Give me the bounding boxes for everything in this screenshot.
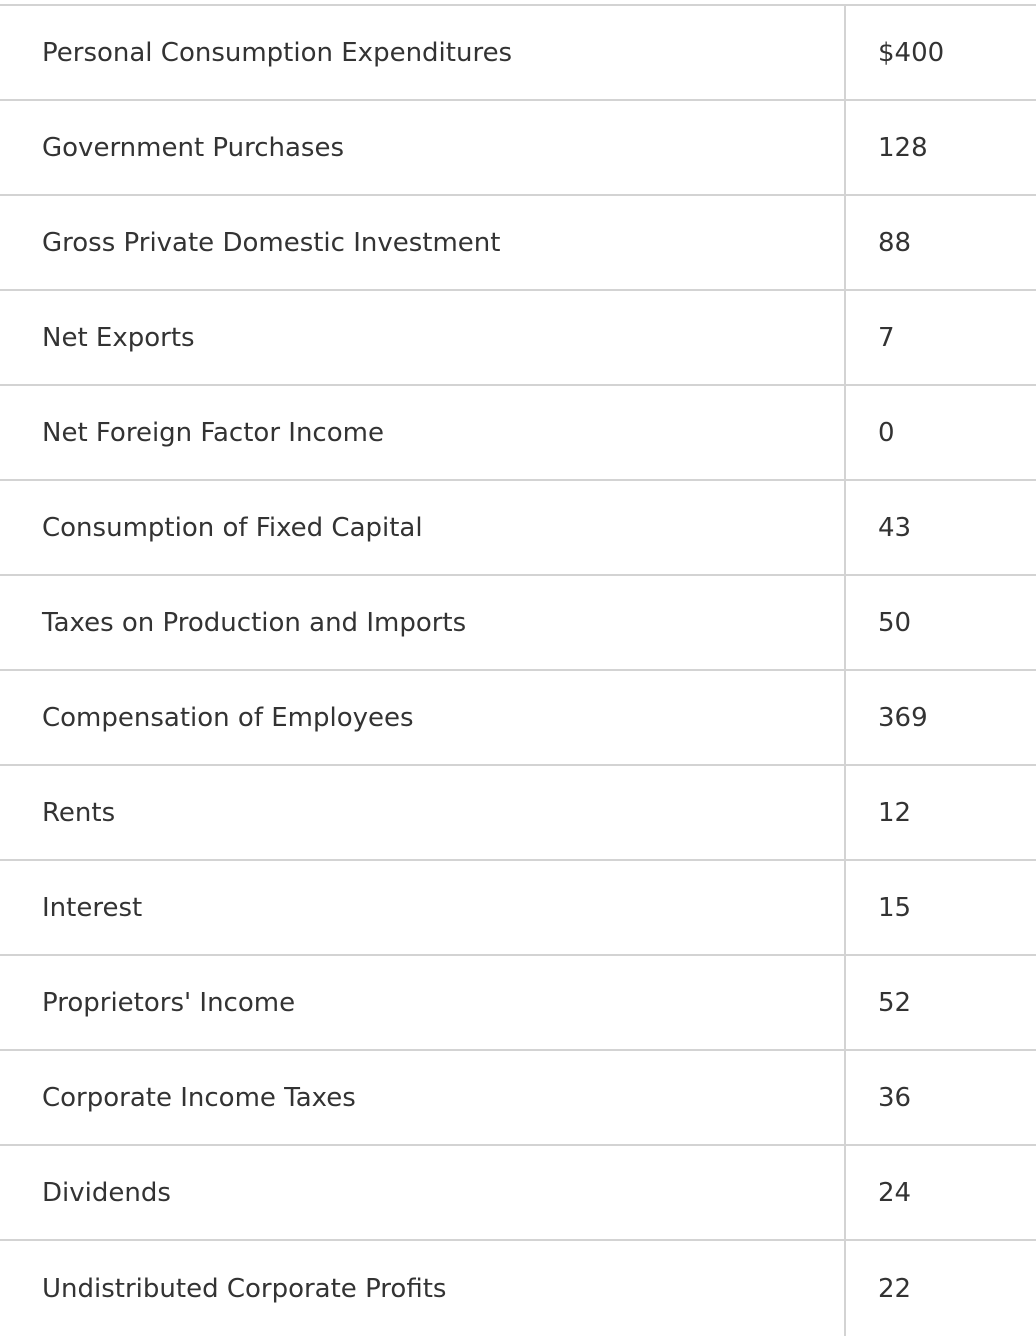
row-label: Taxes on Production and Imports [0,576,846,669]
row-value: 128 [878,132,928,163]
table-row: Compensation of Employees 369 [0,671,1036,766]
table-row: Taxes on Production and Imports 50 [0,576,1036,671]
row-value: 88 [878,227,912,258]
table-row: Consumption of Fixed Capital 43 [0,481,1036,576]
table-row: Personal Consumption Expenditures $400 [0,6,1036,101]
row-value: 24 [878,1177,912,1208]
row-label: Dividends [0,1146,846,1239]
row-label: Interest [0,861,846,954]
table-row: Net Foreign Factor Income 0 [0,386,1036,481]
table-row: Government Purchases 128 [0,101,1036,196]
row-label: Net Foreign Factor Income [0,386,846,479]
table-row: Proprietors' Income 52 [0,956,1036,1051]
row-label: Consumption of Fixed Capital [0,481,846,574]
table-row: Dividends 24 [0,1146,1036,1241]
row-label: Net Exports [0,291,846,384]
table-row: Gross Private Domestic Investment 88 [0,196,1036,291]
row-label: Undistributed Corporate Profits [0,1241,846,1336]
row-value: 15 [878,892,912,923]
row-value: 0 [878,417,895,448]
table-row: Rents 12 [0,766,1036,861]
table-row: Corporate Income Taxes 36 [0,1051,1036,1146]
row-label: Rents [0,766,846,859]
data-table: Personal Consumption Expenditures $400 G… [0,4,1036,1336]
row-value: 52 [878,987,912,1018]
row-label: Gross Private Domestic Investment [0,196,846,289]
row-label: Compensation of Employees [0,671,846,764]
row-label: Government Purchases [0,101,846,194]
row-label: Proprietors' Income [0,956,846,1049]
row-value: 7 [878,322,895,353]
row-value: 12 [878,797,912,828]
table-row: Interest 15 [0,861,1036,956]
row-value: 369 [878,702,928,733]
row-value: $400 [878,37,945,68]
row-value: 36 [878,1082,912,1113]
table-row: Net Exports 7 [0,291,1036,386]
row-value: 43 [878,512,912,543]
row-label: Personal Consumption Expenditures [0,6,846,99]
table-row: Undistributed Corporate Profits 22 [0,1241,1036,1336]
row-value: 50 [878,607,912,638]
row-value: 22 [878,1273,912,1304]
row-label: Corporate Income Taxes [0,1051,846,1144]
